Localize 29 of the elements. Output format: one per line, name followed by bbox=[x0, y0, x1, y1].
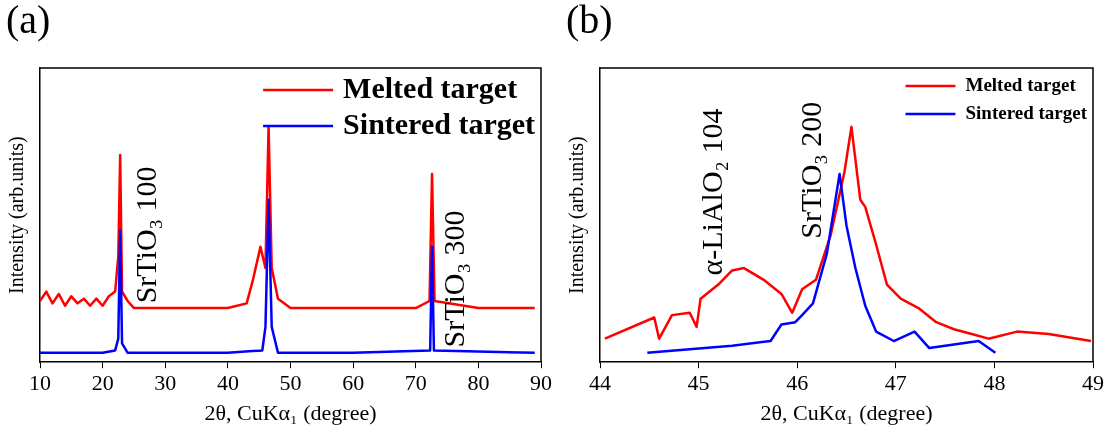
chart-title: (b) bbox=[566, 0, 613, 43]
x-tick-label: 44 bbox=[589, 370, 611, 396]
y-axis-title: Intensity (arb.units) bbox=[5, 136, 29, 294]
x-axis-title: 2θ, CuKα₁ (degree) bbox=[760, 399, 933, 425]
x-tick-label: 10 bbox=[29, 370, 51, 396]
annotation: SrTiO₃ 300 bbox=[436, 210, 470, 348]
x-tick-label: 47 bbox=[884, 370, 907, 396]
legend-label: Melted target bbox=[343, 70, 518, 104]
x-tick-label: 20 bbox=[91, 370, 114, 396]
chart-title: (a) bbox=[6, 0, 51, 43]
x-tick-label: 90 bbox=[530, 370, 552, 396]
x-tick-label: 45 bbox=[687, 370, 710, 396]
y-axis-title: Intensity (arb.units) bbox=[565, 136, 589, 294]
x-tick-label: 60 bbox=[342, 370, 365, 396]
x-tick-label: 70 bbox=[404, 370, 427, 396]
legend-label: Sintered target bbox=[965, 101, 1088, 123]
legend-label: Melted target bbox=[965, 73, 1077, 95]
x-tick-label: 48 bbox=[983, 370, 1006, 396]
annotation: SrTiO₃ 200 bbox=[793, 101, 827, 239]
x-axis-title: 2θ, CuKα₁ (degree) bbox=[204, 399, 377, 425]
x-tick-label: 46 bbox=[786, 370, 809, 396]
annotation: SrTiO₃ 100 bbox=[128, 166, 162, 304]
legend-label: Sintered target bbox=[343, 106, 536, 140]
x-tick-label: 30 bbox=[154, 370, 177, 396]
x-tick-label: 49 bbox=[1082, 370, 1104, 396]
x-tick-label: 80 bbox=[467, 370, 490, 396]
x-tick-label: 40 bbox=[216, 370, 239, 396]
x-tick-label: 50 bbox=[279, 370, 302, 396]
annotation: α-LiAlO₂ 104 bbox=[695, 108, 729, 276]
